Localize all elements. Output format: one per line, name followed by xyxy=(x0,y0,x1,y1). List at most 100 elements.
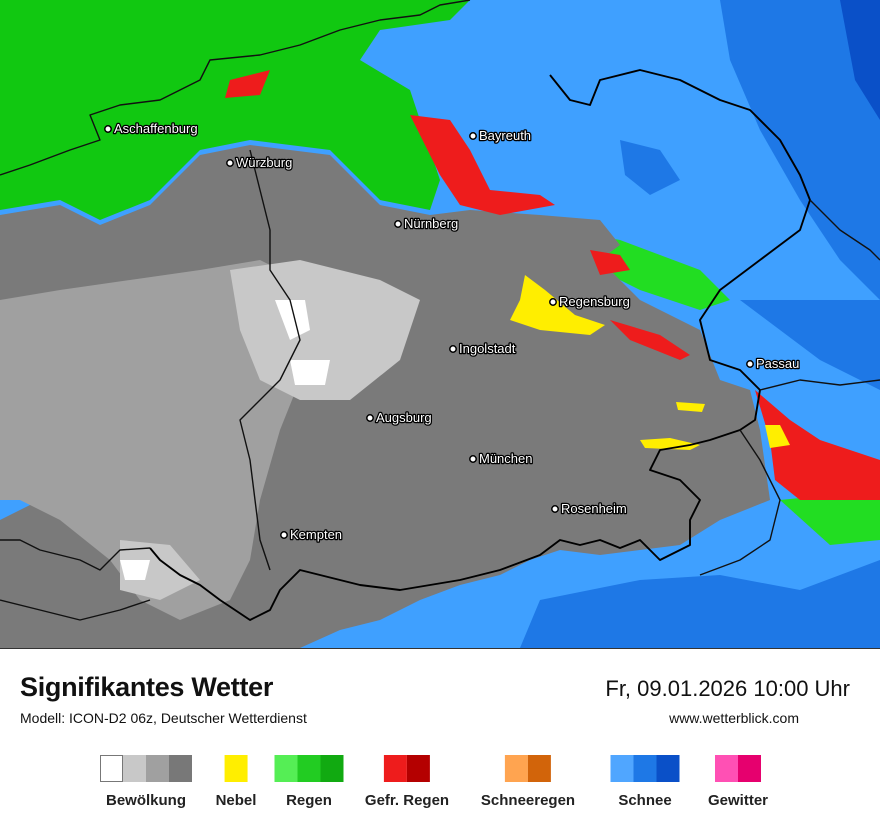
city-passau: Passau xyxy=(746,355,801,372)
city-aschaffenburg: Aschaffenburg xyxy=(104,120,199,137)
city-nürnberg: Nürnberg xyxy=(394,215,460,232)
city-dot xyxy=(104,125,112,133)
city-dot xyxy=(549,298,557,306)
border-cz-east xyxy=(809,199,880,261)
legend-swatch xyxy=(656,755,680,782)
legend-swatch xyxy=(169,755,192,782)
city-label: Regensburg xyxy=(559,294,630,309)
city-dot xyxy=(394,220,402,228)
city-label: Ingolstadt xyxy=(459,341,516,356)
city-label: Passau xyxy=(756,356,799,371)
fog-regensburg xyxy=(510,275,605,335)
legend-swatch xyxy=(146,755,169,782)
freezing-rain-bayreuth xyxy=(410,115,555,215)
border-south-west xyxy=(0,539,151,571)
legend-label: Schneeregen xyxy=(480,792,576,809)
forecast-datetime: Fr, 09.01.2026 10:00 Uhr xyxy=(605,676,850,701)
legend-swatch xyxy=(737,755,761,782)
city-dot xyxy=(551,505,559,513)
city-label: Nürnberg xyxy=(404,216,458,231)
website-link[interactable]: www.wetterblick.com xyxy=(669,710,799,726)
rain-area-se xyxy=(780,490,880,545)
heavy-snow-area-e xyxy=(740,300,880,390)
city-würzburg: Würzburg xyxy=(226,154,294,171)
legend-swatches xyxy=(714,755,761,782)
map-title: Signifikantes Wetter xyxy=(20,672,274,702)
legend-item-4: Gefr. Regen xyxy=(365,755,449,809)
legend-item-3: Regen xyxy=(274,755,344,809)
legend-label: Gewitter xyxy=(707,792,769,809)
border-bavaria-east-south xyxy=(149,69,811,621)
legend-swatch xyxy=(383,755,407,782)
border-west-land xyxy=(239,149,301,571)
legend-label: Regen xyxy=(286,792,332,809)
cloud-cover-clear-1 xyxy=(275,300,310,340)
legend-swatches xyxy=(224,755,248,782)
legend-swatch xyxy=(633,755,657,782)
legend-item-7: Gewitter xyxy=(708,755,768,809)
legend-swatch xyxy=(406,755,430,782)
freezing-rain-north xyxy=(225,70,270,98)
city-label: Bayreuth xyxy=(479,128,531,143)
border-north xyxy=(0,0,471,176)
legend-swatch xyxy=(714,755,738,782)
model-source: Modell: ICON-D2 06z, Deutscher Wetterdie… xyxy=(20,710,307,726)
weather-map: Aschaffenburg Würzburg Bayreuth Nürnberg Reg… xyxy=(0,0,880,649)
fog-east xyxy=(640,438,700,450)
legend-swatch xyxy=(320,755,344,782)
legend-item-5: Schneeregen xyxy=(481,755,575,809)
legend-swatch xyxy=(100,755,123,782)
legend-swatch xyxy=(297,755,321,782)
city-label: Würzburg xyxy=(236,155,292,170)
cloud-cover-clear-3 xyxy=(120,560,150,580)
legend-swatch xyxy=(123,755,146,782)
border-at-north xyxy=(759,379,880,391)
heavy-snow-area-s xyxy=(520,560,880,648)
legend-swatch xyxy=(528,755,551,782)
legend-item-6: Schnee xyxy=(610,755,680,809)
darkest-snow-area xyxy=(840,0,880,120)
legend-swatch xyxy=(610,755,634,782)
legend-swatches xyxy=(610,755,680,782)
legend-swatches xyxy=(100,755,192,782)
freezing-rain-east-1 xyxy=(590,250,630,275)
snow-patch-cz xyxy=(620,140,680,195)
heavy-snow-area-ne xyxy=(720,0,880,300)
fog-se xyxy=(765,425,790,448)
city-dot xyxy=(469,455,477,463)
legend-swatches xyxy=(505,755,551,782)
city-dot xyxy=(449,345,457,353)
cloud-cover-scattered-sw xyxy=(120,540,200,600)
city-markers: Aschaffenburg Würzburg Bayreuth Nürnberg Reg… xyxy=(104,120,801,543)
legend-swatches xyxy=(274,755,344,782)
rain-area-north xyxy=(0,0,470,220)
cloud-cover-broken xyxy=(0,260,320,620)
legend-swatches xyxy=(383,755,430,782)
legend-label: Nebel xyxy=(215,792,257,809)
city-münchen: München xyxy=(469,450,534,467)
city-label: Rosenheim xyxy=(561,501,627,516)
city-dot xyxy=(366,414,374,422)
legend-swatch xyxy=(224,755,248,782)
freezing-rain-passau xyxy=(755,390,880,500)
city-label: Aschaffenburg xyxy=(114,121,198,136)
city-rosenheim: Rosenheim xyxy=(551,500,628,517)
city-dot xyxy=(469,132,477,140)
city-ingolstadt: Ingolstadt xyxy=(449,340,517,357)
border-ch xyxy=(0,599,151,621)
legend-swatch xyxy=(505,755,528,782)
fog-patch xyxy=(676,402,705,412)
legend-label: Gefr. Regen xyxy=(364,792,450,809)
legend-item-2: Nebel xyxy=(215,755,257,809)
freezing-rain-east-2 xyxy=(610,320,690,360)
city-augsburg: Augsburg xyxy=(366,409,433,426)
legend-swatch xyxy=(274,755,298,782)
city-kempten: Kempten xyxy=(280,526,343,543)
city-label: Augsburg xyxy=(376,410,432,425)
city-dot xyxy=(746,360,754,368)
city-bayreuth: Bayreuth xyxy=(469,127,532,144)
city-regensburg: Regensburg xyxy=(549,293,631,310)
cloud-cover-clear-2 xyxy=(290,360,330,385)
legend-label: Schnee xyxy=(618,792,672,809)
city-dot xyxy=(226,159,234,167)
